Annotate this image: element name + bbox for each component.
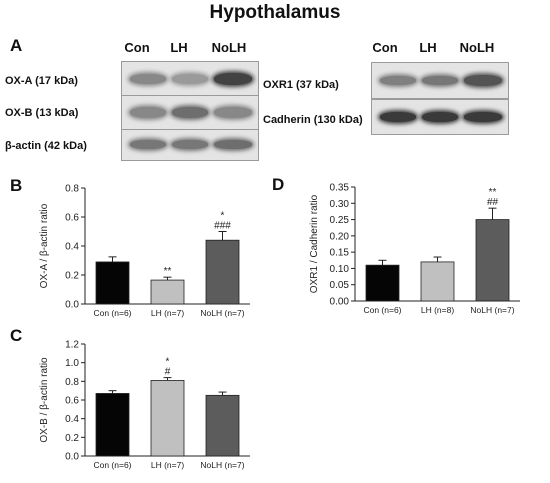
blot-band [214,140,252,149]
panel-label-c: C [10,326,23,345]
right-header-con: Con [372,40,398,55]
category-label: LH (n=7) [151,308,184,318]
y-tick-label: 0.4 [65,414,79,425]
blot-strip-oxr1 [371,62,509,99]
blot-strip-bactin [121,129,259,161]
bar [95,393,130,457]
right-header-lh: LH [419,40,437,55]
blot-strip-cadherin [371,99,509,135]
significance-label: # [165,367,171,378]
category-label: NoLH (n=7) [470,305,514,315]
y-tick-label: 0.30 [330,199,350,210]
significance-label: ** [164,266,172,277]
bar [150,279,185,305]
y-tick-label: 0.00 [330,297,350,308]
y-tick-label: 0.05 [330,280,350,291]
significance-label: ### [214,221,231,232]
y-tick-label: 0.8 [65,184,79,195]
blot-label-oxa: OX-A (17 kDa) [5,75,78,87]
bar [420,261,455,302]
category-label: Con (n=6) [93,460,131,470]
y-tick-label: 0.35 [330,183,350,194]
panel-label-a: A [10,36,23,55]
blot-band [130,140,166,149]
bar [365,264,400,302]
category-label: LH (n=7) [151,460,184,470]
blot-label-bactin: β-actin (42 kDa) [5,140,87,152]
bar [205,394,240,457]
blot-strip-oxb [121,95,259,130]
blot-label-oxr1: OXR1 (37 kDa) [263,79,339,91]
y-tick-label: 0.15 [330,248,350,259]
y-tick-label: 0.4 [65,242,79,253]
chart-panel-b: 0.0 0.2 0.4 0.6 0.8 OX-A / β-actin ratio Con (… [39,184,250,318]
y-tick-label: 0.6 [65,396,79,407]
blot-label-oxb: OX-B (13 kDa) [5,107,79,119]
y-tick-label: 1.2 [65,340,79,351]
blot-band [464,75,502,86]
y-axis-label: OX-A / β-actin ratio [39,203,50,288]
blot-band [422,112,458,122]
y-tick-label: 0.20 [330,231,350,242]
chart-panel-d: 0.00 0.05 0.10 0.15 0.20 0.25 0.30 0.35 OXR1 / C… [309,183,520,315]
blot-band [172,74,208,84]
left-header-lh: LH [170,40,188,55]
right-header-nolh: NoLH [459,40,495,55]
blot-band [172,140,208,149]
chart-panel-c: 0.0 0.2 0.4 0.6 0.8 1.0 1.2 OX-B / β-actin rati… [39,340,250,470]
blot-label-cadherin: Cadherin (130 kDa) [263,114,363,126]
bar [150,380,185,457]
bar [205,239,240,305]
category-label: LH (n=8) [421,305,454,315]
y-tick-label: 0.10 [330,264,350,275]
category-label: NoLH (n=7) [200,460,244,470]
blot-band [464,112,502,122]
significance-label: ** [489,187,497,198]
blot-band [380,112,416,122]
y-axis-label: OX-B / β-actin ratio [39,357,50,443]
bar [95,261,130,305]
panel-label-d: D [272,175,285,194]
y-tick-label: 0.0 [65,300,79,311]
blot-band [214,107,252,118]
left-header-nolh: NoLH [211,40,247,55]
y-tick-label: 0.2 [65,433,79,444]
category-label: Con (n=6) [93,308,131,318]
category-label: Con (n=6) [363,305,401,315]
significance-label: * [166,357,170,368]
left-header-con: Con [124,40,150,55]
blot-band [172,107,208,118]
y-tick-label: 0.25 [330,215,350,226]
y-tick-label: 1.0 [65,358,79,369]
significance-label: * [221,211,225,222]
figure-title: Hypothalamus [209,2,341,23]
blot-band [130,74,166,84]
blot-strip-oxa [121,61,259,96]
blot-band [422,76,458,85]
category-label: NoLH (n=7) [200,308,244,318]
blot-band [214,73,252,85]
significance-label: ## [487,197,499,208]
y-tick-label: 0.8 [65,377,79,388]
y-axis-label: OXR1 / Cadherin ratio [309,194,320,293]
blot-band [130,107,166,118]
panel-label-b: B [10,176,23,195]
y-tick-label: 0.2 [65,271,79,282]
bar [475,219,510,302]
y-tick-label: 0.6 [65,213,79,224]
y-tick-label: 0.0 [65,452,79,463]
blot-band [380,76,416,85]
